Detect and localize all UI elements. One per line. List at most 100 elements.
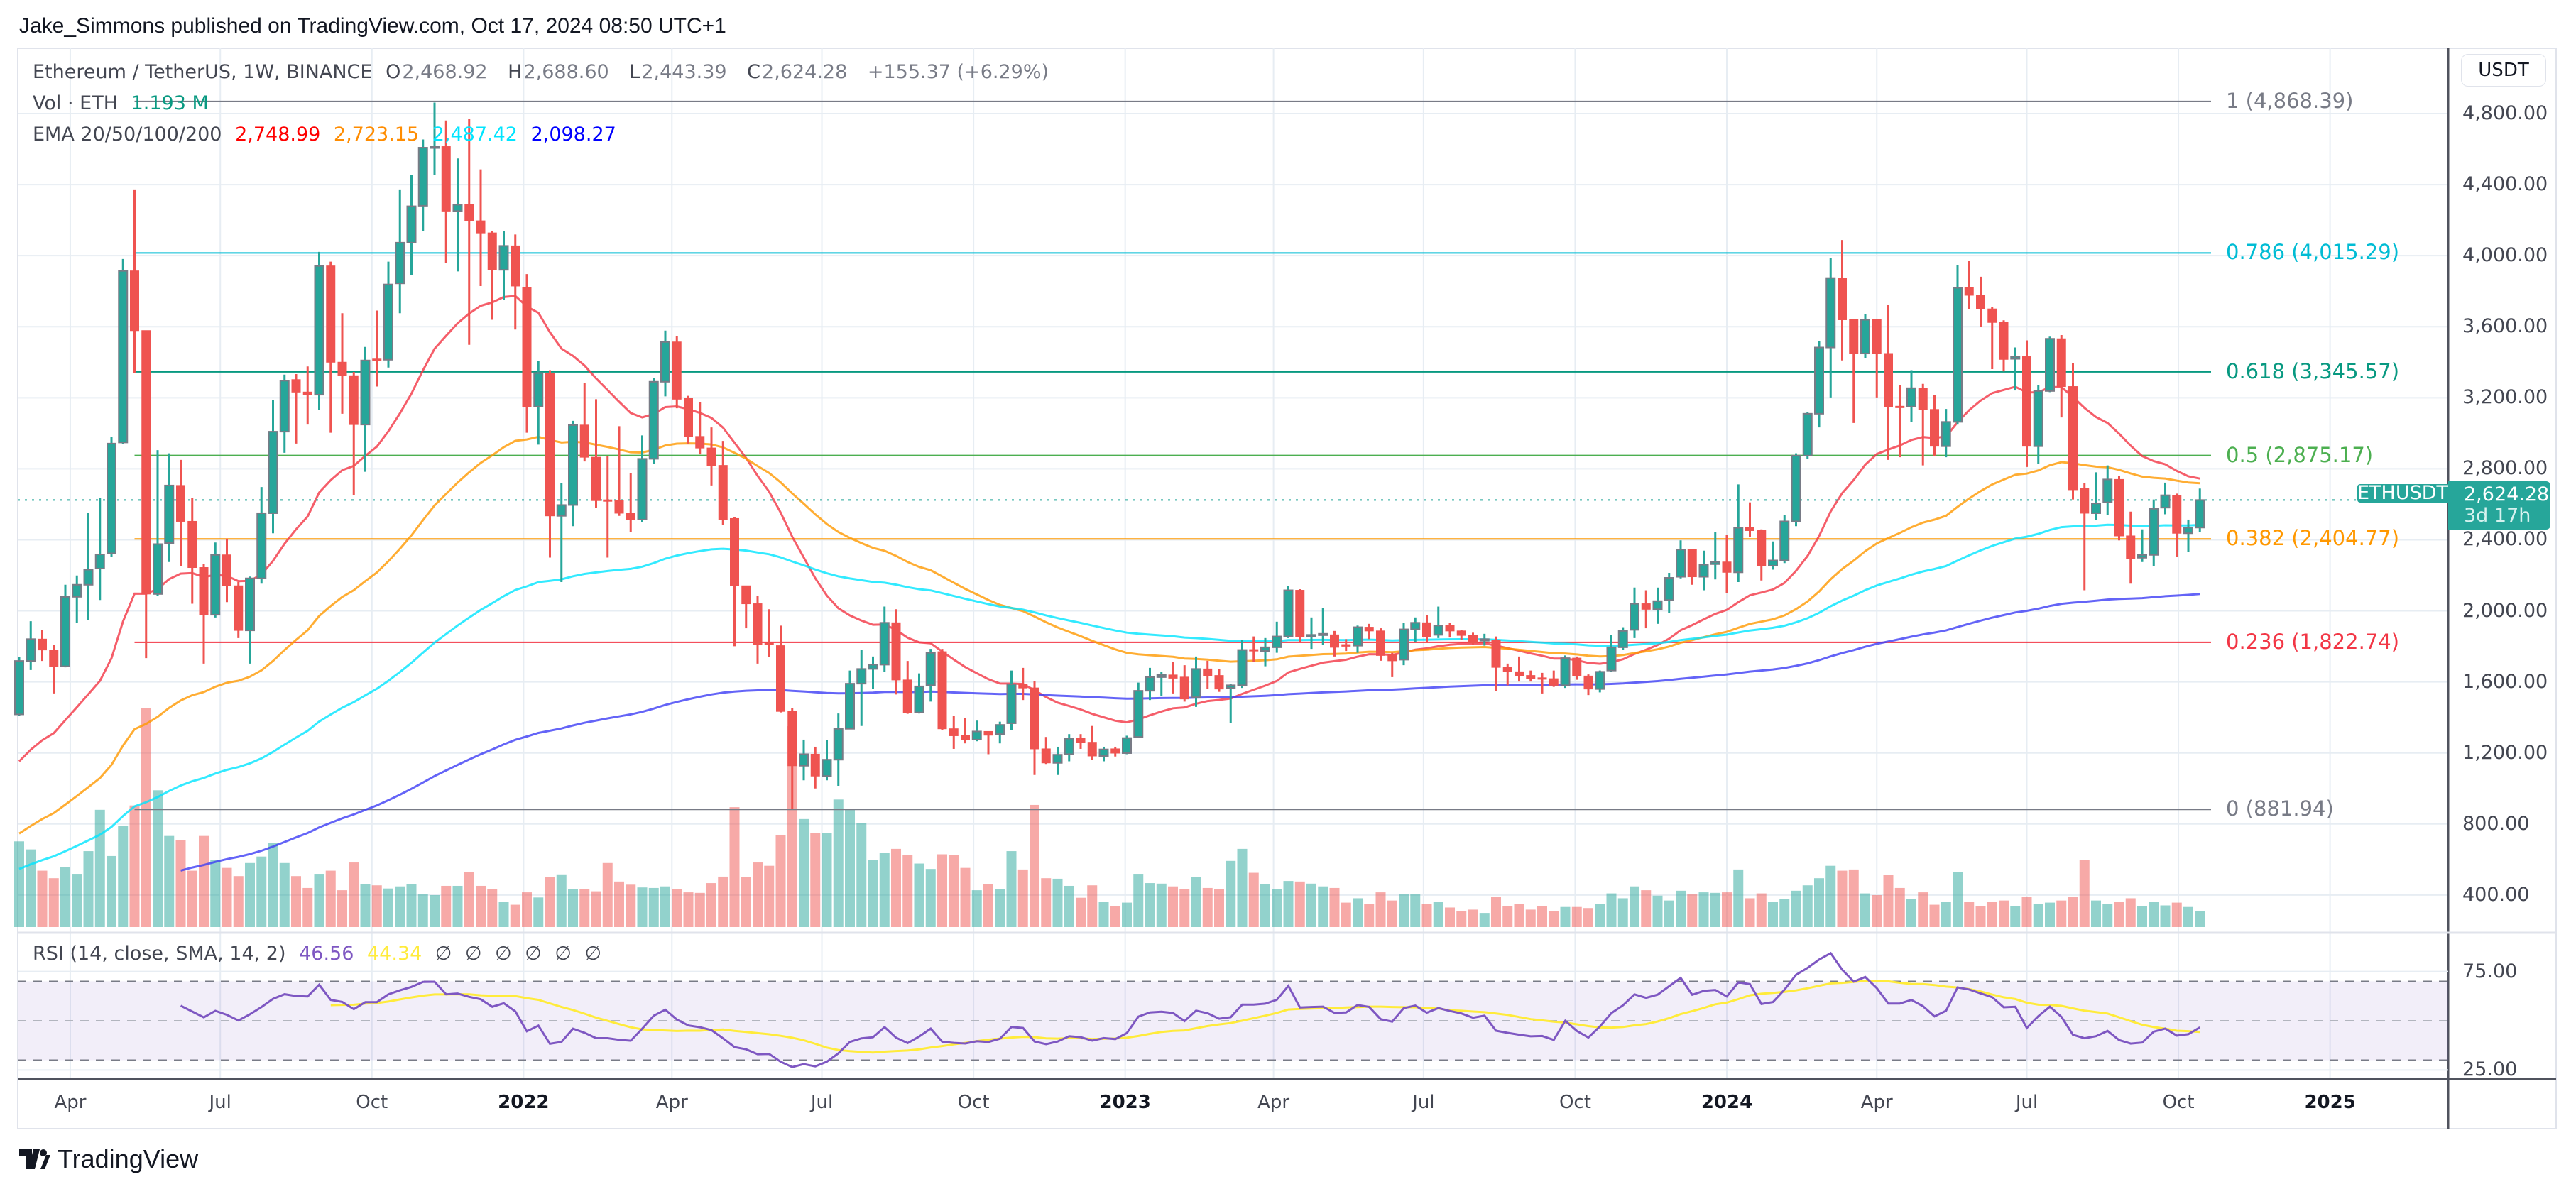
- candle-body: [1006, 683, 1017, 724]
- candle: [1617, 627, 1628, 650]
- candle-body: [234, 585, 244, 631]
- candle: [764, 609, 774, 657]
- candle-body: [1306, 634, 1316, 637]
- volume-bar: [1364, 904, 1375, 927]
- candle-body: [1687, 549, 1697, 578]
- candle-body: [1825, 277, 1836, 349]
- fib-level-label: 0.786 (4,015.29): [2226, 240, 2400, 265]
- volume-bar: [971, 890, 982, 927]
- time-tick-label: Oct: [1559, 1092, 1591, 1113]
- candle: [730, 517, 739, 647]
- candle: [1698, 550, 1709, 591]
- candle: [545, 370, 555, 558]
- volume-bar: [706, 883, 716, 927]
- high-label: H: [508, 61, 523, 83]
- time-tick-label: Jul: [810, 1092, 834, 1113]
- ema200-line: [180, 593, 2200, 872]
- candle-body: [1884, 353, 1893, 407]
- candle: [349, 372, 359, 495]
- volume-legend[interactable]: Vol · ETH 1.193 M: [33, 92, 216, 114]
- volume-bar: [1756, 893, 1767, 927]
- candle: [1872, 319, 1882, 398]
- price-tick-label: 4,000.00: [2462, 244, 2548, 267]
- volume-bar: [349, 862, 359, 927]
- candle: [1515, 656, 1524, 682]
- candle-body: [1295, 590, 1305, 637]
- candle-body: [2091, 503, 2101, 514]
- volume-bar: [1975, 906, 1986, 927]
- volume-bar: [2102, 904, 2113, 927]
- candle-body: [1733, 527, 1744, 574]
- candle: [2068, 363, 2078, 500]
- volume-bar: [648, 887, 659, 927]
- rsi-line: [180, 951, 2201, 1068]
- volume-bar: [799, 818, 809, 927]
- volume-bar: [753, 862, 763, 927]
- volume-bar: [175, 840, 186, 927]
- candle: [1122, 735, 1132, 755]
- candle-body: [1872, 319, 1882, 354]
- candle-body: [1572, 657, 1582, 676]
- candle-body: [1641, 603, 1651, 610]
- volume-bar: [210, 860, 221, 927]
- candle-body: [1768, 559, 1778, 567]
- candle: [1272, 621, 1282, 653]
- price-tick-label: 2,400.00: [2462, 528, 2548, 551]
- symbol-title[interactable]: Ethereum / TetherUS, 1W, BINANCE: [33, 61, 373, 83]
- volume-bar: [1156, 883, 1167, 927]
- candle-body: [26, 638, 36, 662]
- rsi-sma-value: 44.34: [367, 943, 422, 965]
- volume-bar: [2149, 902, 2159, 927]
- candle: [1583, 674, 1593, 696]
- volume-bar: [937, 854, 947, 927]
- candle: [383, 261, 393, 368]
- volume-bar: [1076, 897, 1086, 927]
- candle-body: [2160, 494, 2171, 509]
- volume-bar: [430, 894, 440, 927]
- volume-bar: [995, 889, 1005, 927]
- candle-body: [1906, 387, 1916, 407]
- volume-bar: [2056, 900, 2067, 927]
- volume-bar: [741, 877, 751, 927]
- candle-body: [395, 241, 405, 285]
- candle-body: [730, 517, 739, 586]
- candle: [579, 383, 589, 462]
- rsi-legend[interactable]: RSI (14, close, SMA, 14, 2) 46.56 44.34 …: [33, 943, 608, 965]
- candle-body: [1479, 638, 1490, 642]
- volume-bar: [199, 835, 209, 927]
- currency-button[interactable]: USDT: [2461, 54, 2546, 87]
- candle-body: [210, 554, 221, 616]
- candle: [2022, 340, 2031, 467]
- time-tick-label: Apr: [54, 1092, 87, 1113]
- volume-bar: [2068, 897, 2078, 927]
- volume-bar: [1906, 899, 1916, 927]
- candle: [1191, 656, 1201, 707]
- volume-bar: [2079, 860, 2090, 927]
- volume-bar: [1479, 913, 1490, 927]
- volume-bar: [1549, 911, 1559, 927]
- candle: [1814, 341, 1824, 428]
- tradingview-logo[interactable]: TradingView: [19, 1144, 198, 1174]
- candle-body: [176, 485, 185, 522]
- volume-bar: [1283, 881, 1294, 927]
- time-tick-label: 2023: [1099, 1092, 1151, 1113]
- candle-body: [49, 650, 59, 667]
- candle: [2183, 519, 2193, 552]
- candle: [983, 730, 993, 755]
- candle-body: [1318, 632, 1328, 636]
- candle: [1549, 670, 1559, 687]
- candle: [1318, 608, 1328, 645]
- candle-body: [2068, 386, 2078, 491]
- candle-body: [695, 436, 705, 449]
- volume-bar: [72, 874, 82, 927]
- volume-bar: [371, 885, 382, 927]
- volume-bar: [164, 835, 175, 927]
- candle-body: [579, 424, 589, 458]
- candle-body: [1110, 748, 1120, 754]
- ema-legend[interactable]: EMA 20/50/100/200 2,748.99 2,723.15 2,48…: [33, 124, 623, 146]
- volume-bar: [1953, 872, 1963, 927]
- candle: [1895, 385, 1905, 458]
- candle-body: [1999, 322, 2009, 360]
- close-label: C: [747, 61, 761, 83]
